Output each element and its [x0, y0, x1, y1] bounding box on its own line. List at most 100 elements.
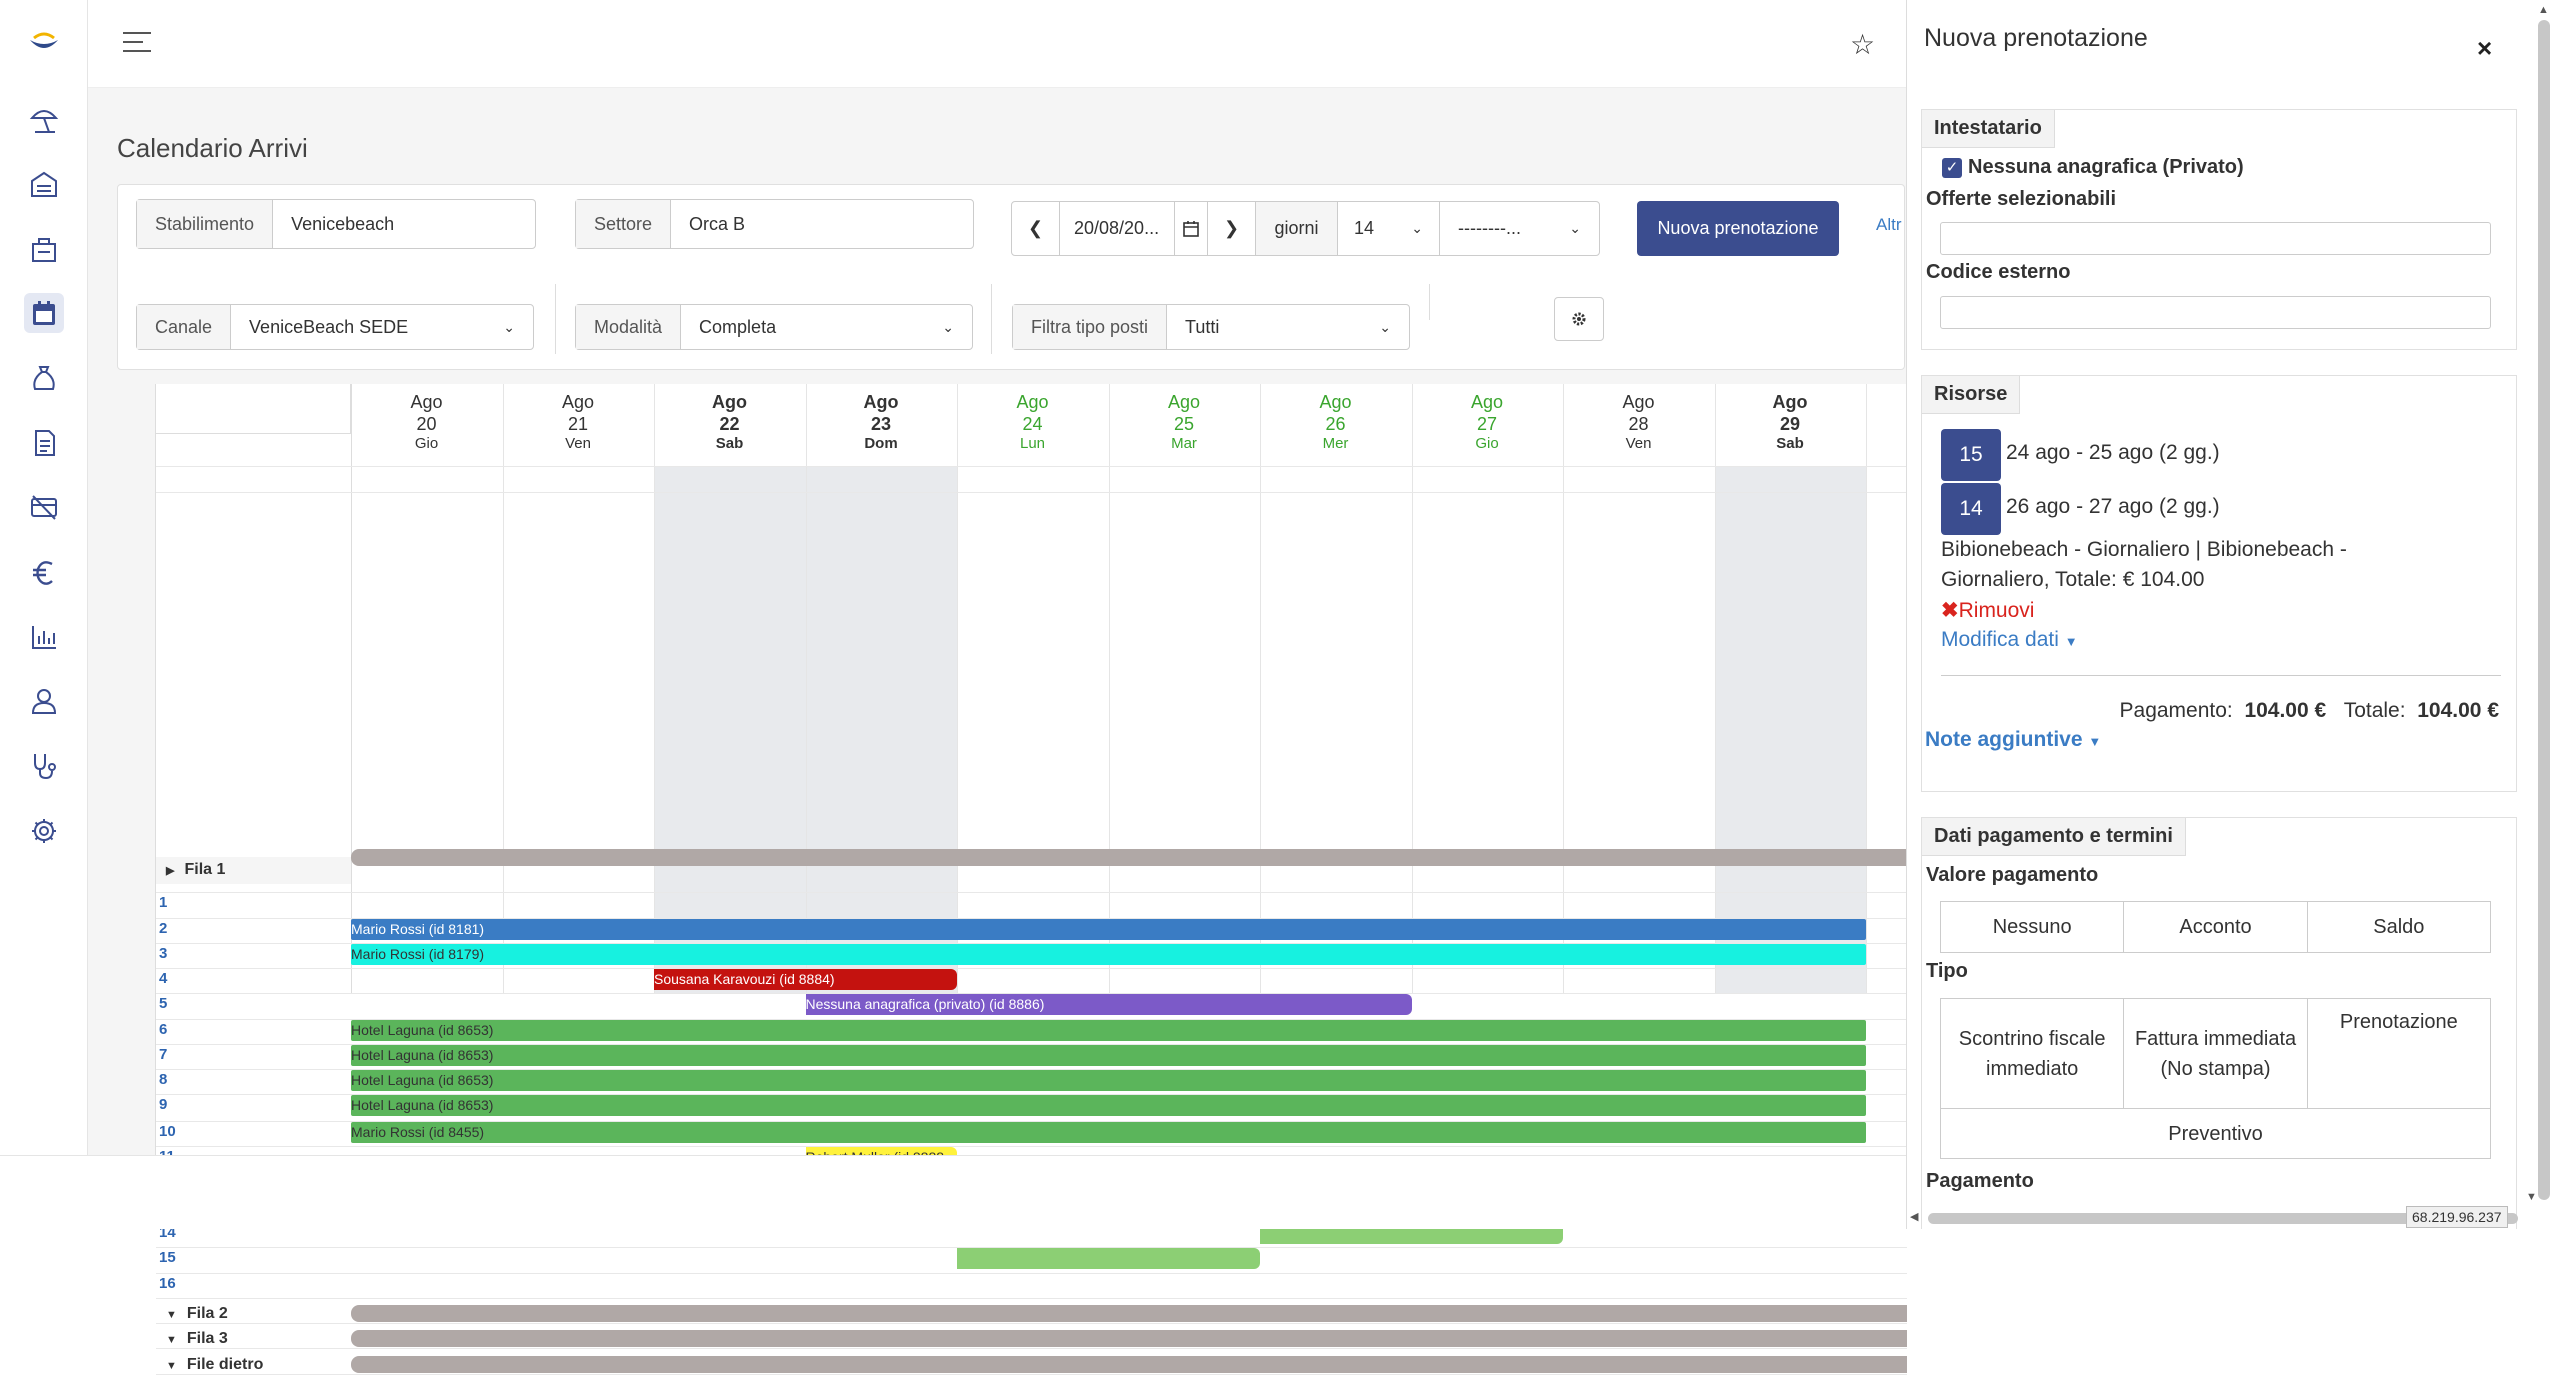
booking-bar[interactable]: Hotel Laguna (id 8653) [351, 1095, 1866, 1116]
calendar-icon[interactable] [24, 293, 64, 333]
money-bag-icon[interactable] [24, 358, 64, 398]
user-icon[interactable] [24, 681, 64, 721]
settore-select[interactable]: Settore Orca B [575, 199, 974, 249]
day-header[interactable]: Ago 23 Dom [806, 384, 957, 466]
extra-select[interactable]: --------... ⌄ [1458, 218, 1581, 238]
filtra-tipo-select[interactable]: Filtra tipo posti Tutti ⌄ [1012, 304, 1410, 350]
hotel-icon[interactable] [24, 229, 64, 269]
fila-1-header[interactable]: ▶ Fila 1 [156, 857, 351, 884]
horizontal-scrollbar[interactable] [1928, 1213, 2518, 1224]
day-header[interactable]: Ago 29 Sab [1715, 384, 1866, 466]
bar-chart-icon[interactable] [24, 617, 64, 657]
close-icon[interactable]: × [2477, 33, 2493, 63]
row-number[interactable]: 2 [159, 920, 168, 937]
intestatario-tab[interactable]: Intestatario [1922, 110, 2055, 148]
page-title: Calendario Arrivi [117, 133, 308, 163]
new-booking-button[interactable]: Nuova prenotazione [1637, 201, 1839, 256]
valore-nessuno-option[interactable]: Nessuno [1941, 902, 2125, 952]
prenotazione-option[interactable]: Prenotazione [2339, 1011, 2458, 1033]
scroll-up-arrow[interactable]: ▲ [2538, 4, 2549, 16]
booking-bar[interactable]: Mario Rossi (id 8455) [351, 1122, 1866, 1143]
document-icon[interactable] [24, 423, 64, 463]
prev-date-button[interactable]: ❮ [1012, 202, 1060, 255]
day-header[interactable]: Ago 24 Lun [957, 384, 1108, 466]
scroll-down-arrow[interactable]: ▼ [2526, 1191, 2537, 1203]
building-icon[interactable] [24, 164, 64, 204]
modifica-dati-link[interactable]: Modifica dati ▼ [1941, 628, 2078, 651]
row-number[interactable]: 8 [159, 1071, 168, 1088]
divider [991, 284, 992, 354]
row-number[interactable]: 15 [159, 1249, 176, 1266]
weekend-column [1714, 466, 1866, 993]
remove-link[interactable]: ✖Rimuovi [1941, 599, 2035, 622]
gear-icon[interactable] [24, 811, 64, 851]
day-header[interactable]: Ago 27 Gio [1412, 384, 1563, 466]
totals-line: Pagamento: 104.00 € Totale: 104.00 € [2119, 699, 2499, 722]
calendar-picker-icon[interactable] [1175, 202, 1208, 255]
canale-select[interactable]: Canale VeniceBeach SEDE ⌄ [136, 304, 534, 350]
dati-pagamento-tab[interactable]: Dati pagamento e termini [1922, 818, 2186, 856]
codice-esterno-input[interactable] [1940, 296, 2491, 329]
valore-acconto-option[interactable]: Acconto [2124, 902, 2308, 952]
row-divider [156, 968, 1907, 969]
row-number[interactable]: 10 [159, 1123, 176, 1140]
row-number[interactable]: 3 [159, 945, 168, 962]
star-icon[interactable]: ☆ [1850, 29, 1876, 60]
row-number[interactable]: 6 [159, 1021, 168, 1038]
day-header[interactable]: Ago 25 Mar [1109, 384, 1260, 466]
day-weekday: Sab [715, 435, 744, 452]
no-card-icon[interactable] [24, 487, 64, 527]
row-number[interactable]: 16 [159, 1275, 176, 1292]
booking-bar[interactable]: Mario Rossi (id 8179) [351, 944, 1866, 965]
row-number[interactable]: 5 [159, 995, 168, 1012]
settings-button[interactable] [1554, 297, 1604, 341]
row-number[interactable]: 7 [159, 1046, 168, 1063]
booking-bar[interactable]: Hotel Laguna (id 8653) [351, 1070, 1866, 1091]
day-header[interactable]: Ago 22 Sab [654, 384, 805, 466]
offerte-label: Offerte selezionabili [1926, 188, 2117, 210]
note-aggiuntive-toggle[interactable]: Note aggiuntive ▼ [1925, 728, 2102, 751]
fila-2-header[interactable]: ▼ Fila 2 [166, 1305, 228, 1322]
row-number[interactable]: 9 [159, 1096, 168, 1113]
day-month: Ago [712, 392, 747, 412]
file-dietro-header[interactable]: ▼ File dietro [166, 1356, 264, 1373]
canale-value: VeniceBeach SEDE [249, 316, 409, 337]
risorse-tab[interactable]: Risorse [1922, 376, 2021, 414]
nessuna-anagrafica-checkbox[interactable]: ✓ [1942, 158, 1962, 178]
giorni-select[interactable]: 14 ⌄ [1338, 202, 1440, 255]
vertical-scrollbar[interactable] [2538, 20, 2550, 1200]
column-divider [1714, 384, 1716, 993]
day-header[interactable]: Ago 21 Ven [503, 384, 654, 466]
modalita-select[interactable]: Modalità Completa ⌄ [575, 304, 973, 350]
row-number[interactable]: 1 [159, 894, 168, 911]
booking-bar[interactable]: Mario Rossi (id 8181) [351, 919, 1866, 940]
booking-bar[interactable]: Hotel Laguna (id 8653) [351, 1045, 1866, 1066]
next-date-button[interactable]: ❯ [1208, 202, 1256, 255]
fila-3-header[interactable]: ▼ Fila 3 [166, 1330, 228, 1347]
euro-icon[interactable] [24, 552, 64, 592]
day-month: Ago [1016, 392, 1049, 412]
preventivo-option[interactable]: Preventivo [2168, 1122, 2263, 1145]
day-header[interactable]: Ago 20 Gio [351, 384, 502, 466]
menu-toggle-icon[interactable] [123, 32, 151, 54]
logo-icon[interactable] [24, 26, 64, 56]
booking-bar[interactable]: Nessuna anagrafica (privato) (id 8886) [805, 994, 1412, 1015]
booking-bar[interactable] [957, 1248, 1260, 1269]
booking-bar[interactable]: Hotel Laguna (id 8653) [351, 1020, 1866, 1041]
altro-link[interactable]: Altr [1876, 215, 1902, 234]
stabilimento-select[interactable]: Stabilimento Venicebeach [136, 199, 536, 249]
nessuna-anagrafica-label: Nessuna anagrafica (Privato) [1968, 156, 2244, 178]
date-input[interactable]: 20/08/20... [1060, 202, 1175, 255]
scontrino-option[interactable]: Scontrino fiscale immediato [1941, 999, 2125, 1108]
umbrella-icon[interactable] [24, 99, 64, 139]
day-header[interactable]: Ago 28 Ven [1563, 384, 1714, 466]
file-dietro-bar [351, 1356, 1907, 1373]
offerte-input[interactable] [1940, 222, 2491, 255]
fattura-option[interactable]: Fattura immediata (No stampa) [2124, 999, 2308, 1108]
scroll-left-arrow[interactable]: ◀ [1910, 1211, 1919, 1223]
stethoscope-icon[interactable] [24, 746, 64, 786]
valore-saldo-option[interactable]: Saldo [2373, 916, 2425, 938]
booking-bar[interactable]: Sousana Karavouzi (id 8884) [654, 969, 957, 990]
day-header[interactable]: Ago 26 Mer [1260, 384, 1411, 466]
row-number[interactable]: 4 [159, 970, 168, 987]
